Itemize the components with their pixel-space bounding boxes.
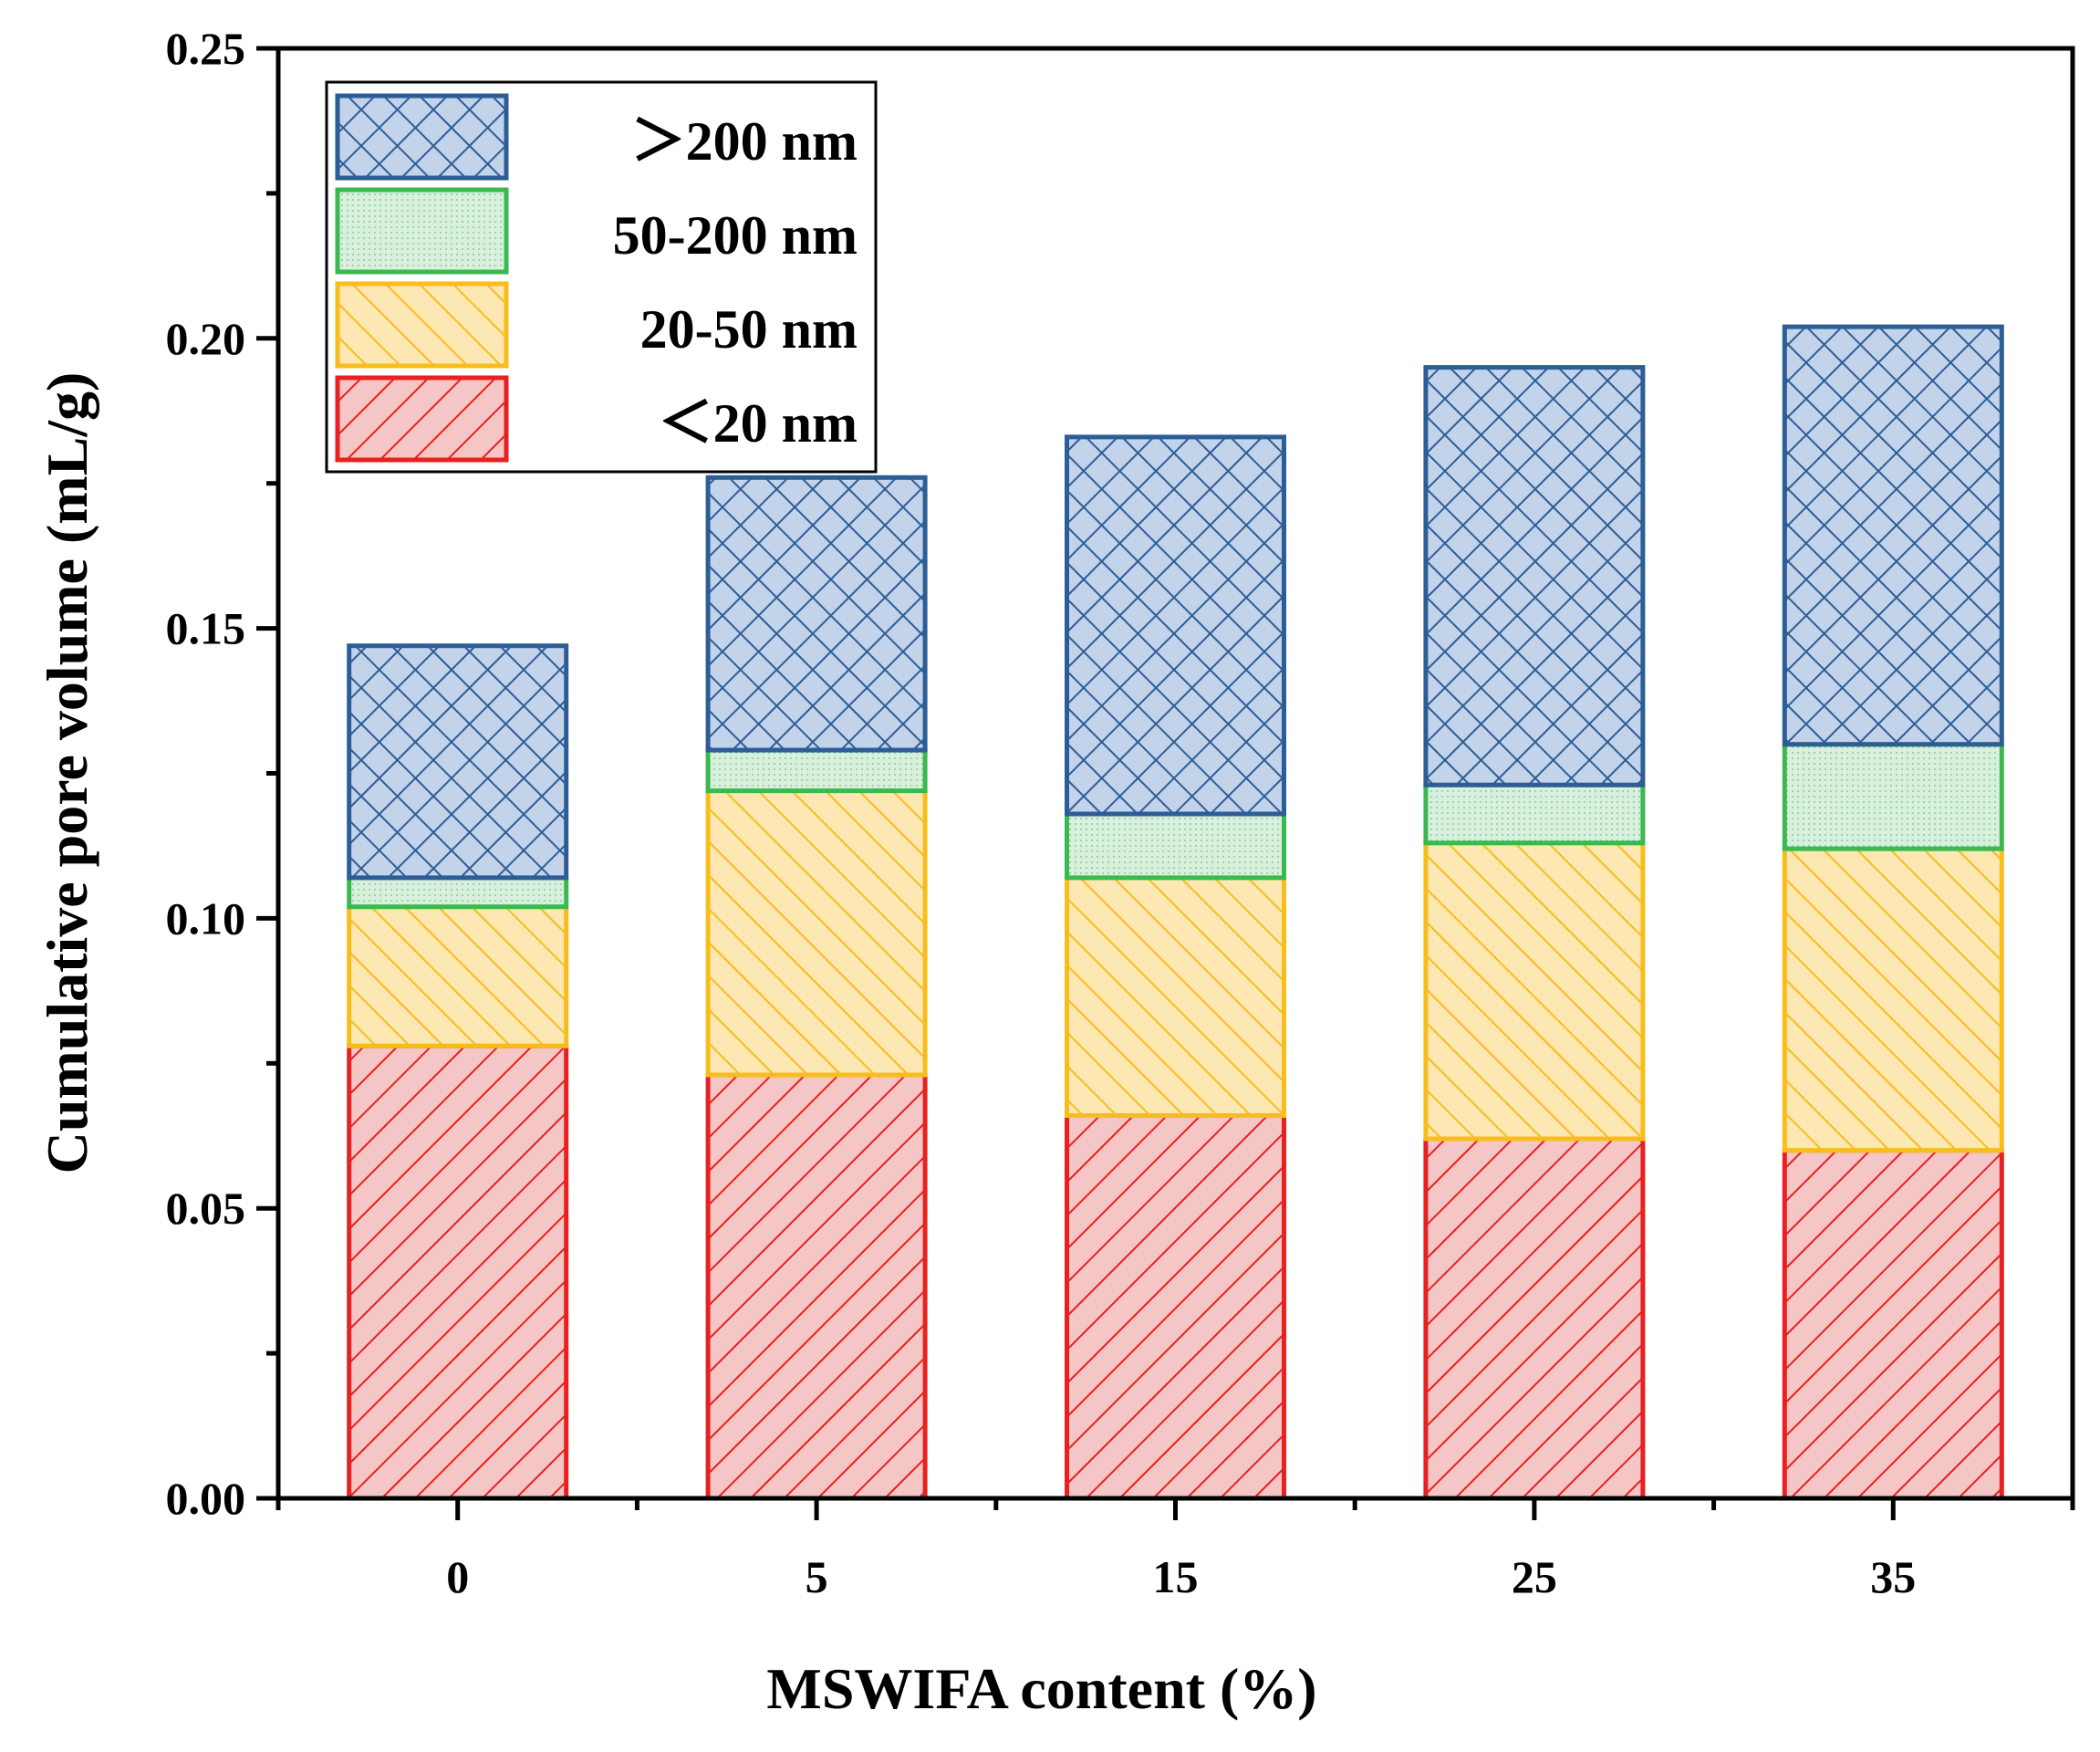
bar-segment-15-s2	[1065, 811, 1286, 881]
bars-layer	[347, 324, 2004, 1501]
x-tick-label: 0	[446, 1551, 469, 1602]
bar-segment-25-s3	[1423, 365, 1646, 787]
bar-segment-0-s1	[347, 904, 569, 1048]
bar-segment-0-s3	[347, 643, 569, 881]
bar-segment-5-s1	[705, 788, 928, 1078]
x-tick-label: 5	[806, 1551, 828, 1602]
legend-label-gt200: ＞200 nm	[631, 111, 858, 172]
y-tick-label: 0.15	[166, 603, 246, 654]
legend-label-lt20: ＜20 nm	[659, 393, 858, 454]
y-tick-label: 0.00	[166, 1473, 246, 1524]
legend-label-20-50: 20-50 nm	[640, 299, 858, 360]
bar-segment-35-s2	[1782, 742, 2004, 851]
bar-segment-0-s2	[347, 875, 569, 910]
bar-segment-15-s0	[1065, 1113, 1286, 1501]
bar-segment-0-s0	[347, 1043, 569, 1501]
x-tick-label: 25	[1512, 1551, 1557, 1602]
y-axis-title: Cumulative pore volume (mL/g)	[35, 372, 99, 1174]
bar-segment-15-s1	[1065, 875, 1286, 1119]
y-tick-label: 0.20	[166, 313, 246, 364]
legend: ＞200 nm 50-200 nm 20-50 nm ＜20 nm	[325, 80, 878, 474]
bar-segment-25-s2	[1423, 782, 1646, 846]
bar-segment-35-s0	[1782, 1148, 2004, 1501]
bar-segment-5-s0	[705, 1072, 928, 1501]
y-axis: 0.00 0.05 0.10 0.15 0.20 0.25	[166, 23, 278, 1524]
bar-segment-35-s3	[1782, 324, 2004, 747]
y-tick-label: 0.05	[166, 1183, 246, 1234]
legend-swatch-20-50	[335, 281, 509, 369]
bar-segment-5-s3	[705, 474, 928, 753]
legend-swatch-lt20	[335, 375, 509, 463]
x-axis-title: MSWIFA content (%)	[766, 1656, 1316, 1721]
bar-segment-25-s0	[1423, 1136, 1646, 1501]
bar-segment-35-s1	[1782, 846, 2004, 1153]
legend-swatch-gt200	[335, 93, 509, 181]
x-tick-label: 35	[1870, 1551, 1916, 1602]
bar-segment-15-s3	[1065, 434, 1286, 817]
x-tick-label: 15	[1153, 1551, 1199, 1602]
bar-segment-5-s2	[705, 747, 928, 794]
bar-segment-25-s1	[1423, 840, 1646, 1142]
x-axis: 0 5 15 25 35	[275, 1498, 2075, 1602]
legend-label-50-200: 50-200 nm	[613, 205, 858, 266]
y-tick-label: 0.10	[166, 892, 246, 944]
legend-swatch-50-200	[335, 187, 509, 275]
y-tick-label: 0.25	[166, 23, 246, 74]
